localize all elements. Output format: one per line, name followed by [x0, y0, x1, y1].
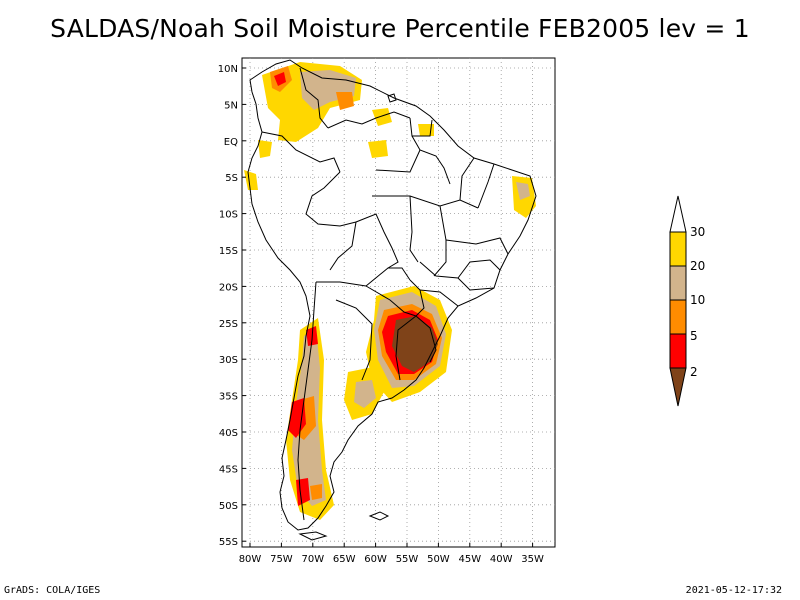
shade-north-red — [274, 72, 286, 86]
colorbar-20to30 — [669, 231, 687, 267]
border-paraguay-brazil — [409, 279, 425, 317]
percentile-shading — [244, 62, 536, 520]
lat-tick-label: 10N — [218, 64, 238, 75]
shade-chile-orange2 — [310, 484, 322, 500]
lat-tick-label: 50S — [219, 501, 238, 512]
border-colombia-venezuela — [299, 67, 329, 129]
lat-tick-label: 20S — [219, 282, 238, 293]
lat-tick-label: 10S — [219, 210, 238, 221]
border-brazil-states-3 — [445, 237, 509, 255]
lat-tick-label: 5S — [225, 173, 238, 184]
lon-tick-label: 70W — [301, 554, 324, 565]
lat-tick-label: 25S — [219, 319, 238, 330]
colorbar-5to10 — [669, 299, 687, 335]
border-peru-bolivia — [329, 221, 357, 271]
lon-tick-label: 65W — [333, 554, 356, 565]
colorbar-bottom-triangle — [669, 367, 687, 407]
lon-tick-label: 35W — [521, 554, 544, 565]
border-brazil-states-4 — [409, 195, 419, 263]
border-uruguay-brazil — [415, 315, 437, 363]
border-guianas — [409, 117, 433, 137]
latitude-tick-labels: 10N 5N EQ 5S 10S 15S 20S 25S 30S 35S 40S 45S 50S 55S — [218, 64, 246, 548]
tierra-del-fuego — [298, 531, 328, 541]
continent-outline — [247, 59, 537, 531]
lon-tick-label: 55W — [396, 554, 419, 565]
lat-tick-label: 45S — [219, 464, 238, 475]
lat-tick-label: EQ — [224, 137, 238, 148]
shade-guiana-yellow — [372, 108, 392, 126]
trinidad — [387, 93, 397, 103]
lon-tick-label: 50W — [427, 554, 450, 565]
border-bolivia-brazil — [355, 213, 399, 269]
border-argentina-provinces — [335, 299, 373, 381]
border-venezuela-brazil — [327, 111, 411, 129]
colorbar-label-2: 2 — [690, 365, 698, 379]
lon-tick-label: 45W — [458, 554, 481, 565]
border-brazil-states-2 — [433, 205, 447, 277]
colorbar-10to20 — [669, 265, 687, 301]
shade-eq2-yellow — [368, 140, 388, 158]
lat-tick-label: 15S — [219, 246, 238, 257]
border-colombia-ecuador-peru — [261, 131, 341, 173]
lat-tick-label: 55S — [219, 537, 238, 548]
lon-tick-label: 75W — [270, 554, 293, 565]
shade-north-orange2 — [336, 92, 354, 110]
lon-tick-label: 80W — [239, 554, 262, 565]
border-argentina-chile — [297, 281, 317, 521]
colorbar: 30 20 10 5 2 — [669, 195, 705, 407]
shade-south-brown — [392, 316, 438, 372]
border-brazil-states-10 — [411, 135, 451, 185]
longitude-tick-labels: 80W 75W 70W 65W 60W 55W 50W 45W 40W 35W — [239, 543, 544, 565]
map-title: SALDAS/Noah Soil Moisture Percentile FEB… — [50, 14, 750, 43]
border-brazil-states-9 — [419, 289, 459, 307]
footer-credit: GrADS: COLA/IGES — [4, 585, 101, 596]
border-argentina-uruguay — [395, 315, 417, 381]
colorbar-label-30: 30 — [690, 225, 705, 239]
lat-tick-label: 30S — [219, 355, 238, 366]
border-peru-brazil — [305, 171, 357, 227]
colorbar-top-triangle — [669, 195, 687, 233]
border-argentina-bolivia — [316, 281, 367, 287]
footer-timestamp: 2021-05-12-17:32 — [685, 585, 782, 596]
colorbar-label-5: 5 — [690, 329, 698, 343]
lat-tick-label: 5N — [224, 100, 238, 111]
lat-tick-label: 35S — [219, 392, 238, 403]
lon-tick-label: 40W — [490, 554, 513, 565]
border-brazil-states-6 — [459, 157, 475, 201]
shade-peru-yellow — [244, 170, 258, 190]
falklands — [368, 511, 390, 521]
colorbar-2to5 — [669, 333, 687, 369]
border-brazil-states-8 — [457, 259, 501, 279]
border-brazil-states-11 — [375, 149, 421, 173]
border-bolivia-paraguay — [365, 267, 411, 287]
colorbar-label-10: 10 — [690, 293, 705, 307]
country-borders — [261, 67, 509, 521]
shade-eq-yellow — [258, 140, 272, 158]
border-brazil-states-5 — [477, 163, 495, 209]
shade-ne-brazil-tan — [516, 182, 530, 200]
coastline — [247, 59, 537, 541]
colorbar-label-20: 20 — [690, 259, 705, 273]
lon-tick-label: 60W — [364, 554, 387, 565]
lat-tick-label: 40S — [219, 428, 238, 439]
border-argentina-paraguay — [365, 285, 417, 317]
shade-argentina-tan — [354, 380, 376, 408]
